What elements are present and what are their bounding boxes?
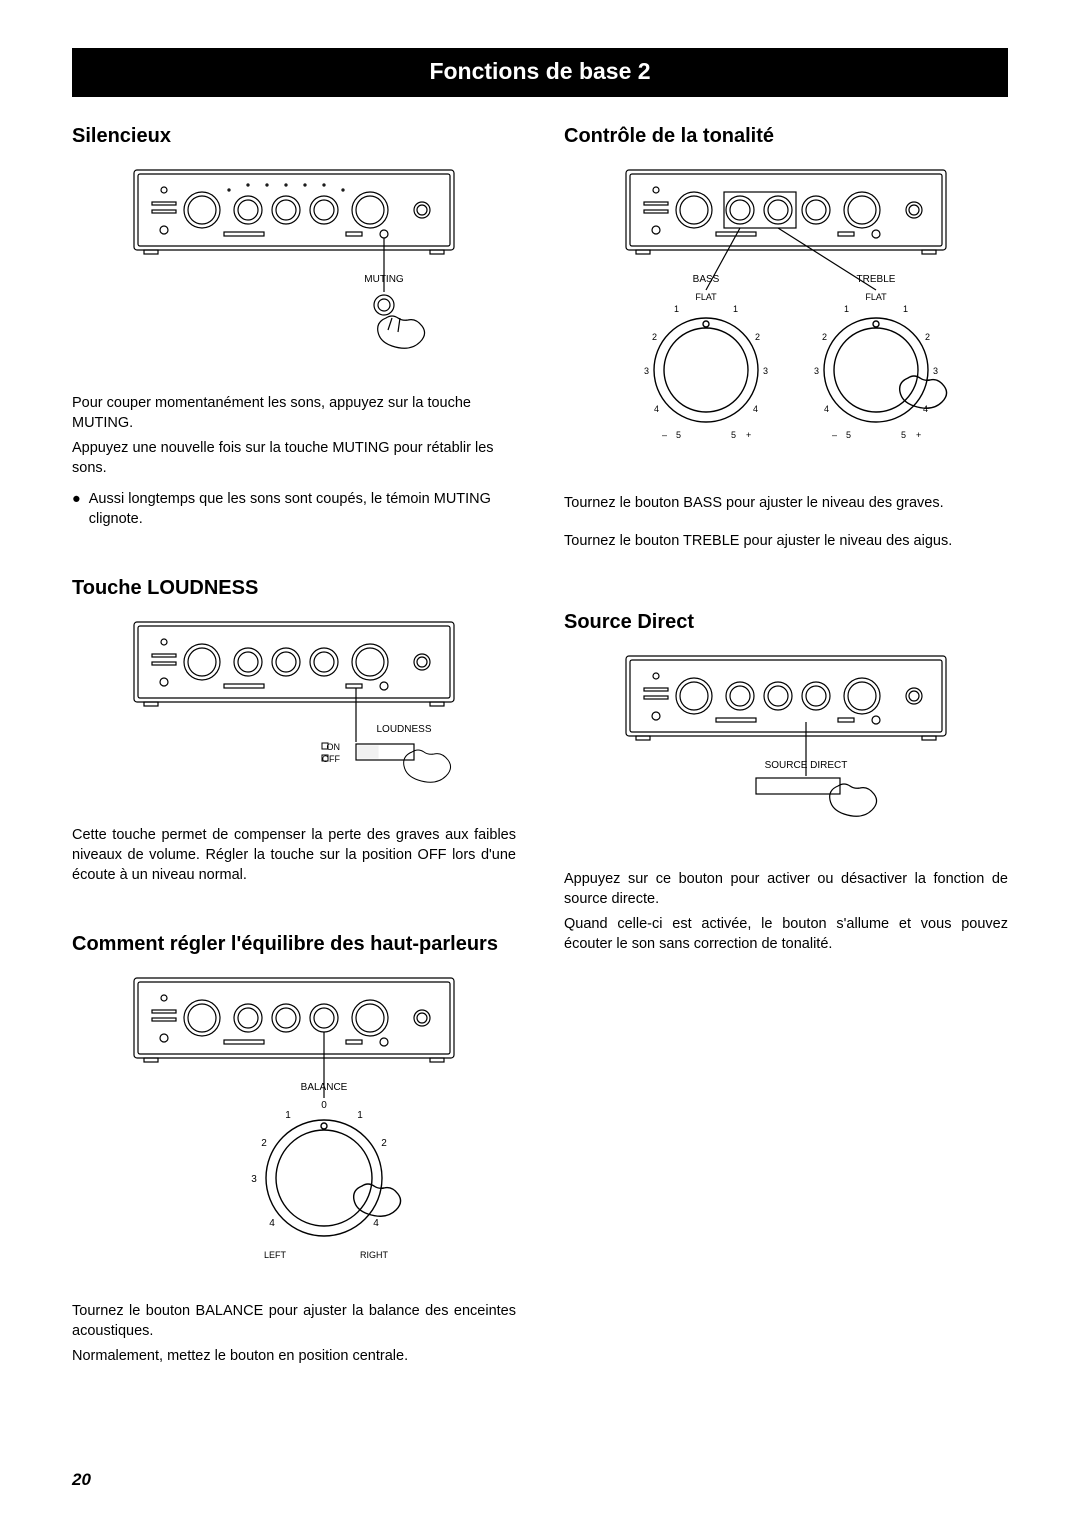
bullet-dot: ● — [72, 490, 81, 529]
svg-text:1: 1 — [674, 304, 679, 314]
fig-balance: BALANCE 0 1 1 2 2 3 4 4 — [72, 968, 516, 1288]
svg-text:1: 1 — [844, 304, 849, 314]
heading-tone: Contrôle de la tonalité — [564, 125, 1008, 148]
heading-loudness: Touche LOUDNESS — [72, 577, 516, 600]
svg-text:5: 5 — [676, 430, 681, 440]
svg-text:4: 4 — [373, 1218, 379, 1229]
svg-text:4: 4 — [269, 1218, 275, 1229]
heading-balance: Comment régler l'équilibre des haut-parl… — [72, 933, 516, 956]
svg-text:FLAT: FLAT — [695, 292, 717, 302]
svg-text:1: 1 — [733, 304, 738, 314]
balance-p1: Tournez le bouton BALANCE pour ajuster l… — [72, 1302, 516, 1341]
svg-text:1: 1 — [285, 1110, 291, 1121]
fig-tone: BASS TREBLE FLAT FLAT — [564, 160, 1008, 480]
svg-text:4: 4 — [923, 404, 928, 414]
left-column: Silencieux — [72, 125, 516, 1415]
source-p2: Quand celle-ci est activée, le bouton s'… — [564, 915, 1008, 954]
svg-text:5: 5 — [846, 430, 851, 440]
svg-text:2: 2 — [822, 332, 827, 342]
svg-text:+: + — [746, 430, 751, 440]
label-balance: BALANCE — [301, 1082, 348, 1093]
fig-loudness: LOUDNESS ON OFF — [72, 612, 516, 812]
svg-text:2: 2 — [652, 332, 657, 342]
fig-balance-svg: BALANCE 0 1 1 2 2 3 4 4 — [124, 968, 464, 1288]
svg-text:2: 2 — [755, 332, 760, 342]
svg-text:3: 3 — [933, 366, 938, 376]
fig-tone-svg: BASS TREBLE FLAT FLAT — [596, 160, 976, 480]
svg-text:–: – — [662, 430, 667, 440]
svg-text:5: 5 — [901, 430, 906, 440]
svg-text:3: 3 — [814, 366, 819, 376]
bal-0: 0 — [321, 1100, 327, 1111]
loudness-p1: Cette touche permet de compenser la pert… — [72, 826, 516, 885]
svg-text:2: 2 — [261, 1138, 267, 1149]
label-on: ON — [327, 742, 341, 752]
silencieux-bullet: ● Aussi longtemps que les sons sont coup… — [72, 490, 516, 529]
svg-text:1: 1 — [903, 304, 908, 314]
fig-muting: MUTING — [72, 160, 516, 380]
svg-text:3: 3 — [763, 366, 768, 376]
label-right: RIGHT — [360, 1250, 389, 1260]
label-source-direct: SOURCE DIRECT — [765, 760, 848, 771]
svg-text:–: – — [832, 430, 837, 440]
tone-p1: Tournez le bouton BASS pour ajuster le n… — [564, 494, 1008, 514]
columns: Silencieux — [72, 125, 1008, 1415]
section-source: Source Direct — [564, 611, 1008, 954]
source-p1: Appuyez sur ce bouton pour activer ou dé… — [564, 870, 1008, 909]
section-balance: Comment régler l'équilibre des haut-parl… — [72, 933, 516, 1367]
silencieux-bullet-text: Aussi longtemps que les sons sont coupés… — [89, 490, 516, 529]
page-title-bar: Fonctions de base 2 — [72, 48, 1008, 97]
label-loudness: LOUDNESS — [376, 724, 431, 735]
balance-p2: Normalement, mettez le bouton en positio… — [72, 1347, 516, 1367]
svg-text:2: 2 — [925, 332, 930, 342]
svg-text:FLAT: FLAT — [865, 292, 887, 302]
svg-text:+: + — [916, 430, 921, 440]
svg-text:1: 1 — [357, 1110, 363, 1121]
page-number: 20 — [72, 1470, 91, 1490]
svg-text:4: 4 — [654, 404, 659, 414]
label-muting: MUTING — [364, 274, 404, 285]
silencieux-p1: Pour couper momentanément les sons, appu… — [72, 394, 516, 433]
section-loudness: Touche LOUDNESS — [72, 577, 516, 885]
silencieux-p2: Appuyez une nouvelle fois sur la touche … — [72, 439, 516, 478]
section-silencieux: Silencieux — [72, 125, 516, 529]
fig-source-svg: SOURCE DIRECT — [616, 646, 956, 856]
svg-text:3: 3 — [644, 366, 649, 376]
svg-text:5: 5 — [731, 430, 736, 440]
fig-source: SOURCE DIRECT — [564, 646, 1008, 856]
svg-text:2: 2 — [381, 1138, 387, 1149]
fig-loudness-svg: LOUDNESS ON OFF — [124, 612, 464, 812]
svg-text:3: 3 — [251, 1174, 257, 1185]
heading-source: Source Direct — [564, 611, 1008, 634]
tone-p2: Tournez le bouton TREBLE pour ajuster le… — [564, 532, 1008, 552]
right-column: Contrôle de la tonalité — [564, 125, 1008, 1415]
label-treble: TREBLE — [857, 274, 896, 285]
label-left: LEFT — [264, 1250, 287, 1260]
svg-text:4: 4 — [753, 404, 758, 414]
page-title: Fonctions de base 2 — [429, 58, 650, 84]
svg-text:4: 4 — [824, 404, 829, 414]
fig-muting-svg: MUTING — [124, 160, 464, 380]
section-tone: Contrôle de la tonalité — [564, 125, 1008, 551]
label-bass: BASS — [693, 274, 720, 285]
heading-silencieux: Silencieux — [72, 125, 516, 148]
